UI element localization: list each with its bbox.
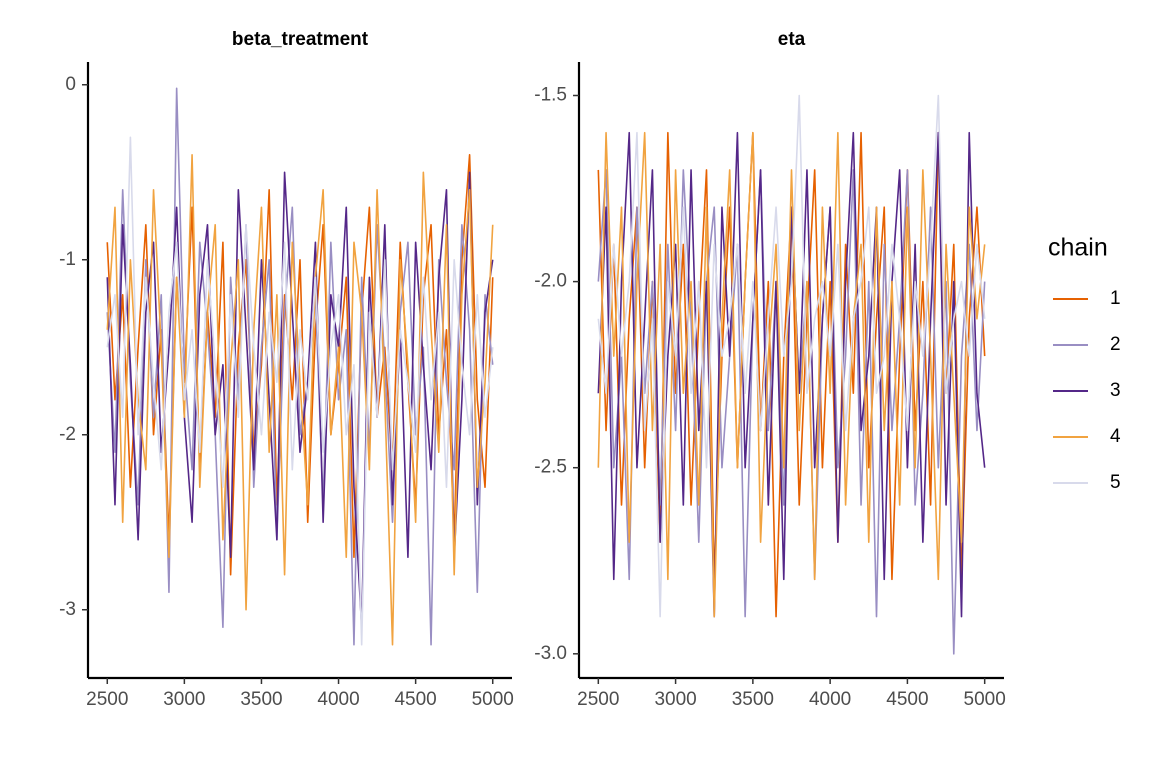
x-tick-label: 3000 [654,689,696,710]
legend-label: 5 [1110,472,1121,493]
x-tick-label: 4000 [317,689,359,710]
trace-line [106,171,494,629]
y-tick-label: -2 [59,424,76,445]
x-tick-label: 3000 [163,689,205,710]
trace-line [597,94,986,618]
y-tick-label: -2.0 [534,271,567,292]
y-tick-label: 0 [65,74,76,95]
legend-label: 2 [1110,334,1121,355]
x-tick-label: 3500 [240,689,282,710]
y-tick-label: -1 [59,249,76,270]
trace-line [106,136,494,646]
x-tick-label: 3500 [732,689,774,710]
x-tick-label: 5000 [472,689,514,710]
panel-title: eta [778,29,806,50]
y-tick-label: -3 [59,599,76,620]
legend-label: 1 [1110,288,1121,309]
legend-title: chain [1048,234,1108,262]
x-tick-label: 4000 [809,689,851,710]
trace-line [597,131,986,618]
x-tick-label: 4500 [394,689,436,710]
trace-line [106,87,494,646]
x-tick-label: 5000 [964,689,1006,710]
x-tick-label: 2500 [86,689,128,710]
x-tick-label: 4500 [886,689,928,710]
legend-label: 4 [1110,426,1121,447]
trace-line [106,153,494,646]
y-tick-label: -2.5 [534,457,567,478]
x-tick-label: 2500 [577,689,619,710]
y-tick-label: -1.5 [534,85,567,106]
legend-label: 3 [1110,380,1121,401]
panel-title: beta_treatment [232,29,369,50]
y-tick-label: -3.0 [534,643,567,664]
